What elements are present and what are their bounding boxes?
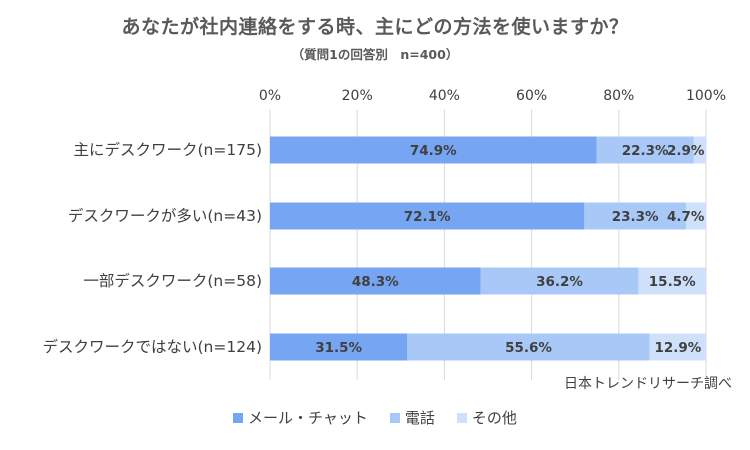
legend-swatch-other	[456, 412, 467, 423]
data-label: 55.6%	[505, 340, 552, 356]
x-tick-label: 20%	[342, 88, 373, 104]
data-label: 4.7%	[667, 209, 705, 225]
chart-legend: メール・チャット 電話 その他	[0, 407, 750, 428]
data-label: 36.2%	[536, 274, 583, 290]
bar-segment	[480, 267, 639, 295]
bar-segment	[685, 202, 707, 230]
data-label: 22.3%	[622, 143, 669, 159]
chart-subtitle: （質問1の回答別 n=400）	[291, 47, 459, 62]
x-tick-label: 40%	[429, 88, 460, 104]
category-label: 主にデスクワーク(n=175)	[74, 140, 263, 159]
bar-segment	[270, 202, 585, 230]
legend-swatch-phone	[389, 412, 400, 423]
bar-segment	[693, 136, 707, 164]
data-label: 15.5%	[649, 274, 696, 290]
category-label: デスクワークが多い(n=43)	[68, 206, 262, 225]
category-label: 一部デスクワーク(n=58)	[83, 271, 262, 290]
data-label: 74.9%	[410, 143, 457, 159]
source-note: 日本トレンドリサーチ調べ	[564, 376, 732, 392]
legend-label-other: その他	[471, 409, 517, 427]
legend-label-phone: 電話	[404, 409, 435, 427]
chart-title: あなたが社内連絡をする時、主にどの方法を使いますか？	[121, 16, 629, 38]
legend-item-phone: 電話	[389, 407, 435, 428]
legend-label-mail-chat: メール・チャット	[248, 409, 368, 427]
bar-segment	[584, 202, 686, 230]
bar-segment	[270, 267, 481, 295]
bar-segment	[649, 333, 706, 361]
data-label: 48.3%	[352, 274, 399, 290]
data-label: 31.5%	[315, 340, 362, 356]
bar-segment	[270, 136, 597, 164]
x-tick-label: 0%	[259, 88, 281, 104]
bar-segment	[596, 136, 694, 164]
x-tick-label: 60%	[516, 88, 547, 104]
data-label: 2.9%	[667, 143, 705, 159]
data-label: 12.9%	[654, 340, 701, 356]
legend-swatch-mail-chat	[233, 412, 244, 423]
x-tick-label: 100%	[686, 88, 726, 104]
x-tick-label: 80%	[603, 88, 634, 104]
bar-segment	[638, 267, 706, 295]
data-label: 23.3%	[612, 209, 659, 225]
legend-item-other: その他	[456, 407, 517, 428]
bar-segment	[407, 333, 650, 361]
stacked-bar-chart: 0% 20% 40% 60% 80% 100% 主にデスクワーク(n=175) デスクワークが…	[43, 88, 726, 380]
bar-segment	[270, 333, 408, 361]
legend-item-mail-chat: メール・チャット	[233, 407, 368, 428]
category-label: デスクワークではない(n=124)	[43, 337, 263, 356]
data-label: 72.1%	[404, 209, 451, 225]
